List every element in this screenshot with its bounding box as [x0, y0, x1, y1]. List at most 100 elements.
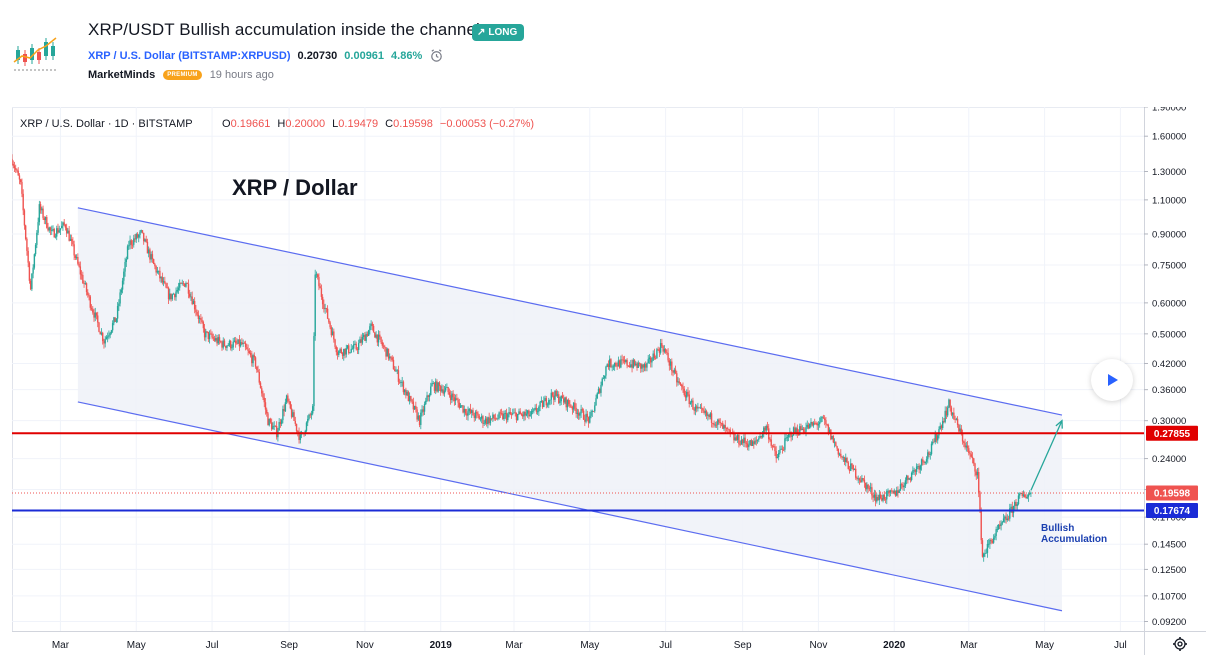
candle-body — [420, 412, 422, 425]
candle-body — [49, 227, 52, 231]
channel-lower-line[interactable] — [77, 401, 1063, 612]
candle-body — [664, 349, 667, 353]
candle-body — [416, 409, 418, 420]
candle-body — [121, 280, 124, 290]
candle-body — [809, 423, 811, 429]
candle-body — [36, 232, 38, 245]
price-chart[interactable]: XRP / U.S. Dollar · 1D · BITSTAMP O0.196… — [11, 103, 1206, 655]
candle-body — [325, 308, 328, 309]
candle-body — [631, 364, 633, 368]
candle-body — [592, 411, 595, 412]
candle-body — [90, 307, 93, 310]
candle-body — [100, 332, 103, 335]
candle-body — [623, 360, 626, 363]
candle-body — [530, 411, 533, 415]
candle-body — [308, 414, 310, 420]
candle-body — [494, 418, 497, 420]
candle-body — [549, 399, 551, 401]
chart-panel[interactable]: XRP / U.S. Dollar · 1D · BITSTAMP O0.196… — [11, 103, 1206, 655]
candle-body — [480, 416, 483, 419]
premium-badge: PREMIUM — [163, 70, 202, 80]
candle-body — [186, 283, 188, 284]
candle-body — [848, 469, 851, 471]
candle-body — [524, 411, 526, 416]
symbol-link[interactable]: XRP / U.S. Dollar (BITSTAMP:XRPUSD) — [88, 49, 291, 62]
candle-body — [591, 411, 593, 412]
candle-body — [628, 365, 631, 367]
candle-body — [953, 412, 955, 419]
candle-body — [863, 479, 866, 483]
projection-arrow[interactable] — [1030, 420, 1063, 491]
y-tick-label: 0.12500 — [1152, 565, 1186, 576]
chart-legend-ohlc: O0.19661 H0.20000 L0.19479 C0.19598 −0.0… — [222, 118, 534, 130]
candle-body — [594, 405, 596, 412]
candle-body — [983, 553, 985, 557]
channel-upper-line[interactable] — [77, 207, 1063, 416]
candle-body — [784, 438, 786, 450]
y-tick-label: 0.90000 — [1152, 229, 1186, 240]
candle-body — [596, 393, 598, 399]
candle-body — [868, 488, 871, 490]
candle-body — [188, 293, 191, 297]
candle-body — [33, 254, 36, 268]
candle-body — [893, 490, 895, 494]
candle-body — [285, 395, 288, 403]
ohlc-open-label: O — [222, 118, 231, 130]
settings-gear-icon[interactable] — [1173, 637, 1187, 651]
candle-body — [705, 411, 708, 416]
candle-body — [222, 340, 224, 348]
candle-body — [256, 366, 258, 370]
candle-body — [882, 494, 884, 501]
x-tick-label: Sep — [280, 640, 298, 651]
candle-body — [569, 404, 571, 407]
candle-body — [621, 359, 623, 361]
candle-body — [805, 427, 807, 432]
candle-body — [915, 466, 918, 472]
candle-body — [635, 363, 637, 366]
candle-body — [832, 435, 835, 443]
candle-body — [443, 390, 446, 394]
candle-body — [960, 428, 963, 434]
candle-body — [905, 475, 908, 481]
price-label-resistance — [1146, 425, 1198, 441]
candle-body — [38, 204, 41, 223]
candle-body — [216, 338, 218, 344]
candle-body — [111, 323, 114, 331]
candle-body — [755, 440, 758, 442]
candle-body — [1022, 494, 1025, 496]
idea-title[interactable]: XRP/USDT Bullish accumulation inside the… — [88, 20, 480, 39]
author-logo-icon[interactable] — [8, 28, 60, 80]
candle-body — [312, 406, 314, 414]
candle-body — [456, 398, 458, 400]
author-name[interactable]: MarketMinds — [88, 69, 156, 81]
candle-body — [355, 343, 357, 350]
candle-body — [987, 543, 990, 545]
candle-body — [590, 411, 592, 416]
candle-body — [845, 457, 847, 463]
candle-body — [633, 359, 636, 366]
candle-body — [871, 487, 873, 496]
candle-body — [282, 409, 284, 421]
candle-body — [513, 412, 515, 414]
candle-body — [608, 359, 611, 368]
candle-body — [67, 230, 69, 234]
candle-body — [61, 225, 63, 229]
candle-body — [743, 437, 745, 444]
alarm-clock-icon[interactable] — [429, 48, 444, 63]
candle-body — [509, 411, 511, 415]
candle-body — [177, 287, 180, 290]
candle-body — [699, 407, 702, 409]
candle-body — [195, 309, 197, 313]
candle-body — [196, 312, 198, 315]
candle-body — [708, 414, 710, 418]
play-button[interactable] — [1091, 359, 1133, 401]
candle-body — [841, 456, 843, 458]
candle-body — [995, 529, 997, 536]
candle-body — [690, 400, 693, 403]
candle-body — [717, 419, 719, 425]
candle-body — [333, 331, 335, 340]
candle-body — [694, 406, 697, 411]
candle-body — [29, 280, 32, 290]
candle-body — [175, 291, 177, 298]
candle-body — [279, 422, 282, 424]
